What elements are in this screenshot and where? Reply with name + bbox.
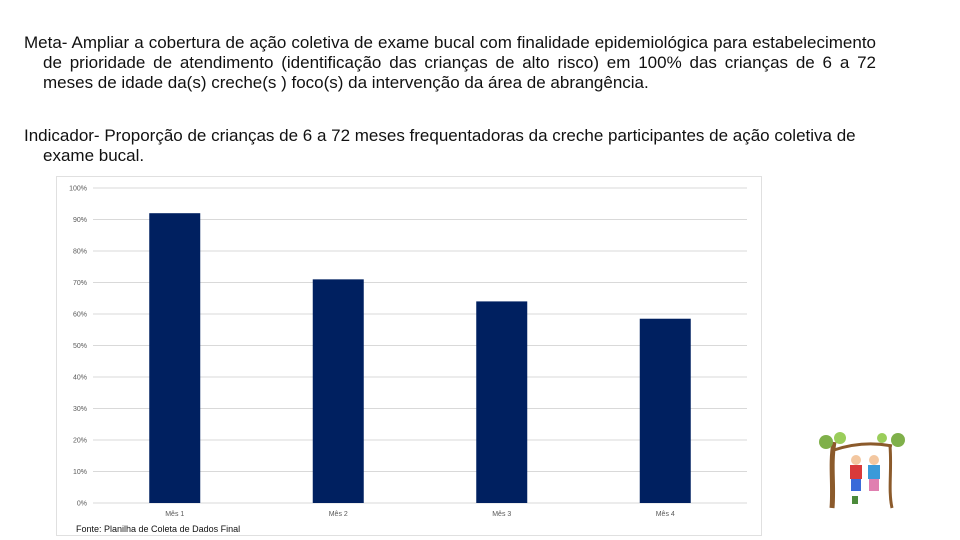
y-tick-label: 80% — [73, 249, 87, 256]
y-tick-label: 60% — [73, 312, 87, 319]
bar-chart: 0% 10% 20% 30% 40% 50% 60% 70% 80% 90% 100% Mês 1 Mê… — [56, 176, 762, 536]
x-category-label: Mês 4 — [656, 511, 675, 518]
bar — [639, 318, 691, 503]
y-tick-label: 0% — [77, 501, 87, 508]
goal-text: Meta- Ampliar a cobertura de ação coleti… — [24, 33, 876, 92]
x-category-label: Mês 3 — [492, 511, 511, 518]
x-category-label: Mês 1 — [165, 511, 184, 518]
bar — [312, 279, 364, 503]
children-tree-illustration — [819, 432, 905, 509]
y-tick-label: 30% — [73, 406, 87, 413]
y-tick-label: 100% — [69, 186, 87, 193]
chart-svg: 0% 10% 20% 30% 40% 50% 60% 70% 80% 90% 100% Mês 1 Mê… — [69, 186, 747, 518]
bar — [476, 301, 528, 503]
y-tick-label: 50% — [73, 343, 87, 350]
y-tick-label: 90% — [73, 217, 87, 224]
x-category-label: Mês 2 — [329, 511, 348, 518]
source-caption: Fonte: Planilha de Coleta de Dados Final — [76, 524, 241, 534]
y-tick-label: 70% — [73, 280, 87, 287]
bar — [149, 213, 201, 503]
indicator-text: Indicador- Proporção de crianças de 6 a … — [24, 126, 856, 165]
y-tick-label: 10% — [73, 469, 87, 476]
y-tick-label: 20% — [73, 438, 87, 445]
y-tick-label: 40% — [73, 375, 87, 382]
